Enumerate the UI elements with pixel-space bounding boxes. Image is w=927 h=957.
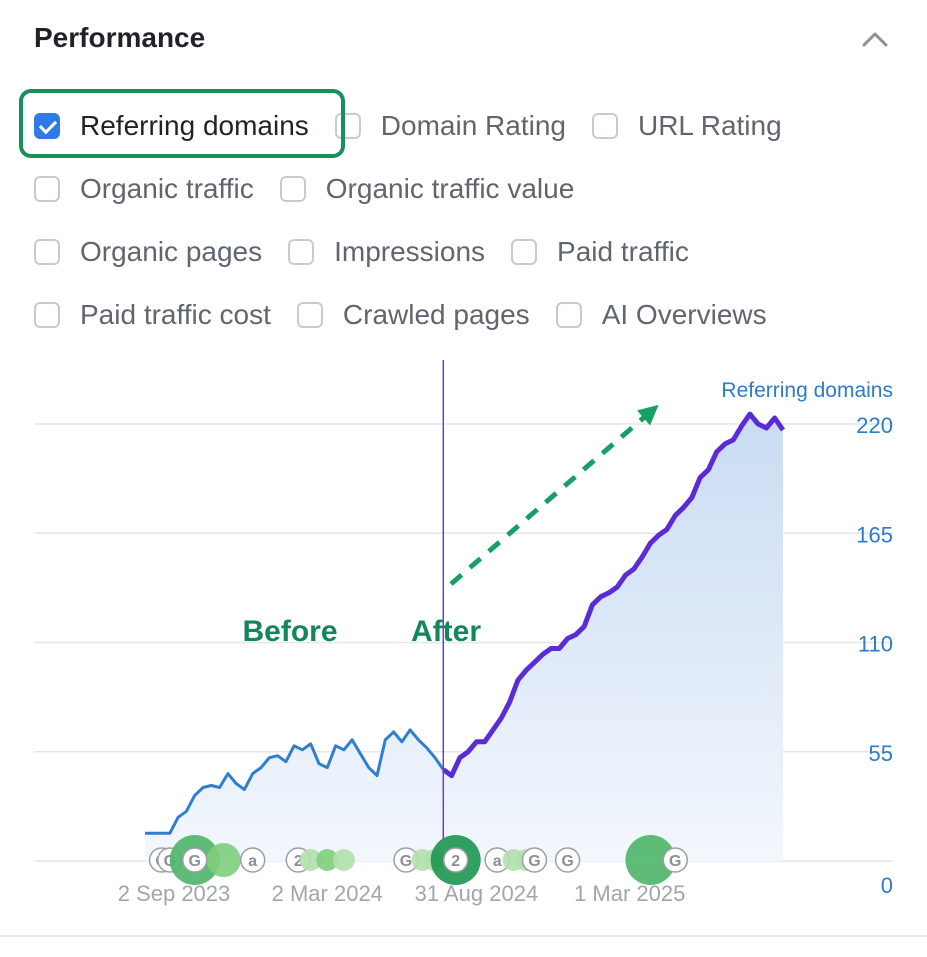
metric-option-label: Crawled pages [342, 298, 530, 330]
event-dot [625, 835, 676, 885]
metric-option-label: Domain Rating [380, 109, 566, 141]
x-tick-label: 2 Sep 2023 [118, 881, 231, 906]
metric-option-domain-rating[interactable]: Domain Rating [334, 109, 566, 142]
metric-row: Referring domains Domain Rating URL Rating [34, 94, 914, 157]
event-dot [332, 849, 355, 871]
metric-row: Organic traffic Organic traffic value [34, 157, 914, 220]
metric-option-label: Organic traffic value [325, 172, 575, 204]
event-marker-label: a [248, 853, 257, 870]
event-marker-g [554, 847, 581, 873]
checkbox[interactable] [334, 112, 361, 139]
metric-option-organic-traffic[interactable]: Organic traffic [34, 173, 254, 205]
y-tick-label: 110 [858, 632, 893, 657]
metric-option-url-rating[interactable]: URL Rating [591, 109, 782, 142]
event-marker-label: G [188, 853, 200, 870]
metric-option-impressions[interactable]: Impressions [288, 236, 485, 268]
metric-option-referring-domains[interactable]: Referring domains [34, 110, 309, 142]
event-dot [316, 849, 339, 871]
metric-option-label: Referring domains [80, 109, 309, 141]
checkbox-checked[interactable] [34, 112, 60, 139]
metric-options: Referring domains Domain Rating URL Rating… [34, 94, 914, 346]
bottom-divider [0, 935, 927, 937]
panel-title: Performance [34, 22, 206, 53]
metric-row: Paid traffic cost Crawled pages AI Overvie… [34, 283, 914, 346]
event-marker-label: a [493, 853, 502, 870]
metric-option-label: AI Overviews [601, 298, 767, 330]
metric-option-label: Organic pages [80, 235, 263, 267]
y-tick-label: 165 [856, 522, 893, 547]
checkbox[interactable] [296, 301, 323, 328]
event-marker-a [239, 847, 266, 873]
event-dot [206, 843, 241, 877]
event-marker-g [662, 847, 689, 873]
series-line-after [441, 411, 786, 779]
event-marker-n [442, 847, 469, 873]
metric-option-paid-traffic[interactable]: Paid traffic [511, 236, 689, 268]
y-tick-label: 0 [881, 873, 893, 898]
collapse-button[interactable] [857, 22, 893, 58]
x-tick-label: 31 Aug 2024 [415, 881, 539, 906]
event-marker-label: 2 [294, 853, 303, 870]
y-axis-label: Referring domains [721, 379, 893, 402]
before-annotation: Before [242, 615, 337, 648]
event-marker-g [521, 847, 548, 873]
metric-option-label: Paid traffic [557, 235, 689, 267]
event-marker-label: G [528, 853, 540, 870]
metric-option-label: URL Rating [637, 109, 782, 141]
metric-option-organic-traffic-value[interactable]: Organic traffic value [279, 172, 575, 205]
checkbox[interactable] [34, 238, 60, 265]
trend-arrow [449, 404, 659, 586]
checkbox[interactable] [34, 301, 60, 328]
checkbox[interactable] [511, 238, 538, 265]
event-dot [299, 849, 322, 871]
y-tick-label: 220 [856, 413, 893, 438]
metric-option-label: Organic traffic [80, 172, 254, 204]
panel-header: Performance [34, 20, 893, 56]
checkbox[interactable] [555, 301, 582, 328]
metric-row: Organic pages Impressions Paid traffic [34, 220, 914, 283]
x-tick-label: 1 Mar 2025 [574, 881, 685, 906]
y-tick-label: 55 [869, 741, 893, 766]
metric-option-label: Impressions [334, 235, 486, 267]
metric-option-crawled-pages[interactable]: Crawled pages [296, 298, 530, 331]
event-marker-label: 2 [451, 853, 460, 870]
checkbox[interactable] [279, 175, 306, 202]
after-annotation: After [411, 615, 481, 648]
metric-option-paid-traffic-cost[interactable]: Paid traffic cost [34, 299, 271, 331]
checkbox[interactable] [591, 112, 618, 139]
chevron-up-icon [862, 32, 888, 47]
event-marker-label: G [669, 853, 681, 870]
event-marker-label: G [561, 853, 573, 870]
metric-option-organic-pages[interactable]: Organic pages [34, 236, 262, 268]
metric-option-label: Paid traffic cost [80, 298, 271, 330]
x-tick-label: 2 Mar 2024 [272, 881, 383, 906]
performance-chart: 0 55 110 165 220 Referring domains 2 Sep 2023 2… [34, 360, 893, 906]
series-line-before [145, 728, 445, 835]
metric-option-ai-overviews[interactable]: AI Overviews [555, 298, 767, 331]
event-marker-label: G [400, 853, 412, 870]
checkbox[interactable] [34, 175, 60, 202]
checkbox[interactable] [288, 238, 315, 265]
